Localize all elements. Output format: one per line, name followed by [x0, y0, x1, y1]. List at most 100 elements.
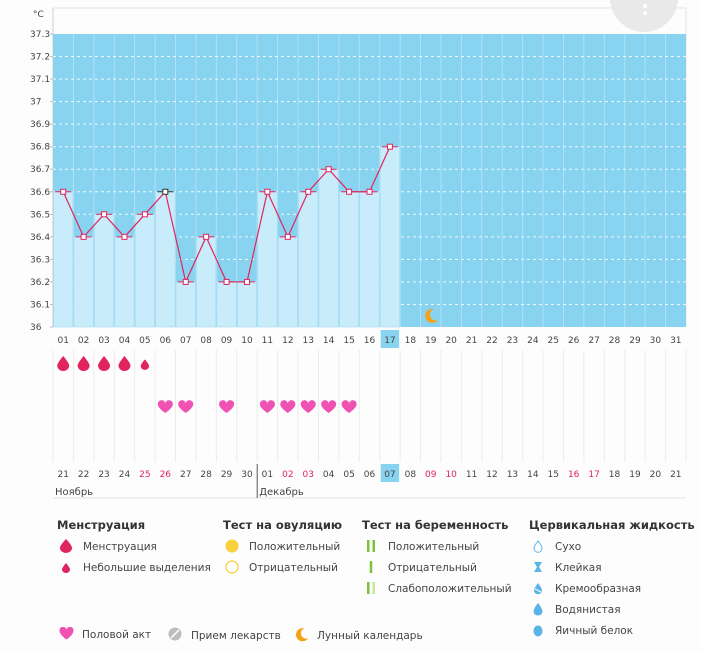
calendar-date-label: 24	[119, 470, 131, 480]
legend-menstruation: Менструация Менструация Небольшие выделе…	[57, 518, 211, 581]
cycle-day-label: 09	[221, 336, 233, 346]
legend-intercourse: Половой акт	[57, 626, 151, 643]
legend-item: Небольшие выделения	[57, 560, 211, 581]
cycle-day-label: 20	[445, 336, 457, 346]
bbt-chart: °C 36 36.1 36.2 36.3 36.4 36.5 36.6 36.7 36.8 36.9…	[30, 7, 687, 499]
cycle-day-label: 28	[609, 336, 621, 346]
cycle-day-label: 26	[568, 336, 580, 346]
cycle-day-label: 13	[303, 336, 314, 346]
pill-icon	[166, 627, 184, 644]
temperature-bar	[155, 191, 176, 328]
legend-moon: Лунный календарь	[292, 627, 423, 645]
one-line-icon	[362, 560, 380, 579]
y-tick-label: 36.8	[30, 143, 50, 153]
cycle-day-label: 31	[670, 336, 681, 346]
intercourse-heart	[178, 400, 194, 413]
y-tick-label: 36.6	[30, 188, 50, 198]
calendar-date-label: 08	[405, 470, 417, 480]
creamy-drop-icon	[529, 581, 547, 600]
cycle-day-label: 19	[425, 336, 437, 346]
more-vert-icon	[643, 4, 647, 18]
calendar-date-label: 16	[568, 470, 580, 480]
cycle-day-label: 12	[282, 336, 293, 346]
legend-item: Положительный	[362, 539, 512, 560]
temperature-bar	[379, 146, 400, 328]
moon-icon	[292, 627, 310, 645]
temperature-bar	[339, 191, 360, 328]
legend-item: Кремообразная	[529, 581, 695, 602]
temperature-point	[141, 211, 148, 218]
legend-item: Отрицательный	[223, 560, 342, 581]
menstruation-drop	[118, 356, 131, 371]
y-tick-label: 36.7	[30, 165, 50, 175]
calendar-date-label: 29	[221, 470, 233, 480]
cycle-day-label: 30	[650, 336, 662, 346]
cycle-day-label: 03	[98, 336, 109, 346]
temperature-bar	[94, 214, 115, 328]
temperature-bar	[277, 236, 298, 328]
cycle-day-label: 01	[57, 336, 68, 346]
temperature-point	[121, 233, 128, 240]
legend-item: Сухо	[529, 539, 695, 560]
cycle-day-label: 29	[629, 336, 641, 346]
cycle-day-label: 22	[486, 336, 497, 346]
temperature-bar	[53, 191, 74, 328]
intercourse-heart	[280, 400, 296, 413]
temperature-point	[162, 188, 169, 195]
legend-ovulation: Тест на овуляцию Положительный Отрицател…	[223, 518, 342, 581]
y-tick-label: 36.3	[30, 255, 50, 265]
temperature-point	[182, 278, 189, 285]
calendar-date-label: 18	[609, 470, 621, 480]
cycle-day-label: 21	[466, 336, 477, 346]
legend-cervical: Цервикальная жидкость Сухо Клейкая Кремо…	[529, 518, 695, 644]
circle-outline-icon	[223, 560, 241, 579]
calendar-date-label: 17	[588, 470, 599, 480]
legend-title: Цервикальная жидкость	[529, 518, 695, 532]
cycle-day-label: 08	[200, 336, 212, 346]
temperature-point	[203, 233, 210, 240]
cycle-day-label: 27	[588, 336, 599, 346]
temperature-bar	[236, 281, 257, 328]
faint-lines-icon	[362, 581, 380, 600]
month-label: Декабрь	[259, 487, 304, 498]
calendar-date-label: 12	[486, 470, 497, 480]
calendar-date-label: 04	[323, 470, 335, 480]
temperature-line	[55, 143, 438, 323]
intercourse-heart	[219, 400, 235, 413]
temperature-bar	[175, 281, 196, 328]
calendar-date-label: 03	[303, 470, 314, 480]
light-spotting-drop	[140, 359, 150, 370]
temperature-bar	[298, 191, 319, 328]
temperature-point	[264, 188, 271, 195]
y-tick-label: 37	[30, 98, 41, 108]
cycle-day-label: 11	[262, 336, 273, 346]
menstruation-drop	[98, 356, 111, 371]
temperature-point	[284, 233, 291, 240]
legend-title: Менструация	[57, 518, 146, 532]
calendar-date-label: 11	[466, 470, 477, 480]
calendar-date-label: 06	[364, 470, 376, 480]
legend-item: Водянистая	[529, 602, 695, 623]
symbol-rows	[57, 356, 357, 413]
calendar-date-label: 25	[139, 470, 150, 480]
calendar-date-label: 09	[425, 470, 437, 480]
cycle-day-label: 07	[180, 336, 191, 346]
cycle-day-label: 06	[160, 336, 172, 346]
eggwhite-icon	[529, 623, 547, 642]
moon-icon	[425, 308, 438, 323]
cycle-day-label: 25	[548, 336, 559, 346]
sticky-icon	[529, 560, 547, 579]
y-tick-label: 37.1	[30, 75, 50, 85]
calendar-date-label: 30	[241, 470, 253, 480]
temperature-point	[60, 188, 67, 195]
temperature-point	[346, 188, 353, 195]
temperature-bar	[73, 236, 94, 328]
intercourse-heart	[300, 400, 316, 413]
current-day-highlight	[380, 330, 400, 348]
calendar-date-label: 10	[445, 470, 457, 480]
symbols-grid	[52, 350, 687, 499]
menstruation-drop	[77, 356, 90, 371]
y-tick-label: 36.5	[30, 210, 50, 220]
calendar-date-label: 28	[200, 470, 212, 480]
temperature-point	[80, 233, 87, 240]
